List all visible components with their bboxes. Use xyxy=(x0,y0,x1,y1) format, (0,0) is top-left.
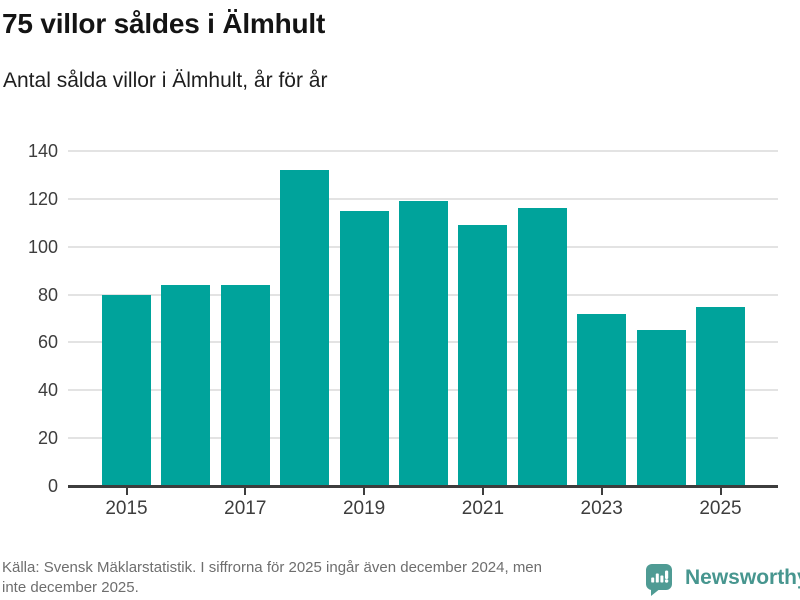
page-title: 75 villor såldes i Älmhult xyxy=(2,8,326,39)
x-axis-label-2021: 2021 xyxy=(461,498,505,519)
x-axis-label-2023: 2023 xyxy=(580,498,623,519)
bar-2016 xyxy=(161,285,211,486)
x-axis-label-2015: 2015 xyxy=(105,498,148,519)
bar-2022 xyxy=(517,208,567,486)
x-axis-label-2019: 2019 xyxy=(342,498,386,519)
y-axis-label-100: 100 xyxy=(27,236,58,257)
gridline-140 xyxy=(68,150,778,152)
newsworthy-logo: Newsworthy xyxy=(646,562,800,596)
x-axis-tick-2021 xyxy=(481,488,484,495)
y-axis-label-20: 20 xyxy=(37,428,58,449)
x-axis-line xyxy=(68,485,778,488)
bar-2019 xyxy=(339,210,389,486)
y-axis-label-40: 40 xyxy=(37,380,58,401)
x-axis-label-2017: 2017 xyxy=(224,498,267,519)
bar-2015 xyxy=(102,294,151,486)
y-axis-label-0: 0 xyxy=(47,476,58,496)
gridline-120 xyxy=(68,197,778,200)
x-axis-tick-2025 xyxy=(719,488,722,495)
source-note-line1: Källa: Svensk Mäklarstatistik. I siffror… xyxy=(2,559,542,576)
bar-2017 xyxy=(220,285,270,486)
bar-2020 xyxy=(399,201,448,486)
y-axis-label-80: 80 xyxy=(37,284,58,305)
x-axis-tick-2023 xyxy=(600,488,603,495)
y-axis-label-140: 140 xyxy=(27,141,58,161)
x-axis-tick-2019 xyxy=(363,488,366,495)
bar-2018 xyxy=(280,170,330,486)
source-note: Källa: Svensk Mäklarstatistik. I siffror… xyxy=(2,558,542,598)
chart-subtitle: Antal sålda villor i Älmhult, år för år xyxy=(3,69,328,92)
x-axis-tick-2015 xyxy=(125,488,128,495)
source-note-line2: inte december 2025. xyxy=(2,579,139,596)
bar-2024 xyxy=(636,330,686,486)
y-axis-label-60: 60 xyxy=(37,332,58,353)
bar-2025 xyxy=(696,306,745,486)
y-axis-label-120: 120 xyxy=(27,188,58,209)
newsworthy-logo-icon xyxy=(646,564,672,596)
x-axis-label-2025: 2025 xyxy=(699,498,742,519)
bar-2023 xyxy=(577,313,627,486)
newsworthy-logo-text: Newsworthy xyxy=(685,566,800,589)
x-axis-tick-2017 xyxy=(244,488,247,495)
bar-2021 xyxy=(458,225,508,486)
